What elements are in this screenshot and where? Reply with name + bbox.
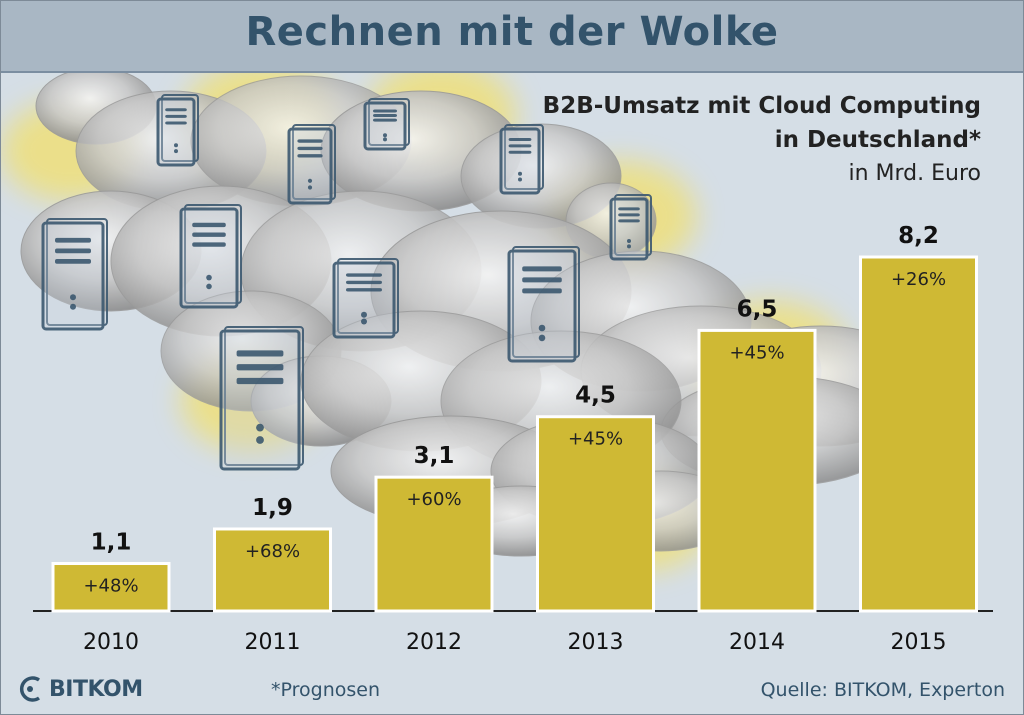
value-label-2010: 1,1 [91, 530, 132, 556]
x-tick-label-2010: 2010 [83, 630, 139, 655]
bar-2011 [213, 527, 332, 613]
server-icon [287, 124, 336, 205]
bitkom-logo: BITKOM [15, 673, 143, 705]
bitkom-logo-icon [19, 676, 41, 702]
x-tick-label-2011: 2011 [245, 630, 301, 655]
server-icon [219, 326, 304, 471]
x-tick-label-2014: 2014 [729, 630, 785, 655]
server-icon [156, 94, 199, 167]
growth-label-2014: +45% [729, 342, 784, 363]
server-icon [179, 204, 242, 309]
bar-2013 [536, 415, 655, 613]
server-icon [363, 98, 410, 151]
bar-group-2013: 4,5 +45% 2013 [536, 383, 655, 655]
bar-2012 [374, 475, 494, 613]
server-icon [609, 194, 652, 261]
logo-text: BITKOM [49, 676, 143, 702]
bar-group-2015: 8,2 +26% 2015 [859, 223, 978, 655]
bar-2014 [697, 328, 817, 613]
server-icon-group [41, 94, 652, 471]
server-icon [499, 124, 544, 195]
bars: 1,1 +48% 2010 1,9 +68% 2011 3,1 +60% 2012 4,5 +45%… [51, 223, 978, 655]
growth-label-2011: +68% [245, 541, 300, 562]
value-label-2012: 3,1 [414, 443, 455, 469]
chart-unit-label: in Mrd. Euro [848, 161, 981, 186]
bar-group-2011: 1,9 +68% 2011 [213, 495, 332, 655]
chart-title-line-1: B2B-Umsatz mit Cloud Computing [542, 93, 981, 119]
bar-group-2014: 6,5 +45% 2014 [697, 296, 817, 655]
growth-label-2010: +48% [83, 576, 138, 597]
server-icon [507, 246, 580, 363]
growth-label-2015: +26% [891, 269, 946, 290]
page-title: Rechnen mit der Wolke [245, 9, 779, 55]
source-credit: Quelle: BITKOM, Experton [760, 679, 1005, 701]
value-label-2014: 6,5 [737, 296, 778, 322]
x-tick-label-2012: 2012 [406, 630, 462, 655]
server-icon [41, 218, 108, 331]
bar-group-2010: 1,1 +48% 2010 [51, 530, 171, 655]
x-tick-label-2015: 2015 [891, 630, 947, 655]
footnote: *Prognosen [271, 679, 380, 701]
bar-group-2012: 3,1 +60% 2012 [374, 443, 494, 655]
value-label-2013: 4,5 [575, 383, 616, 409]
value-label-2015: 8,2 [898, 223, 939, 249]
growth-label-2013: +45% [568, 429, 623, 450]
bar-2015 [859, 255, 978, 613]
bar-2010 [51, 562, 171, 613]
server-icon [332, 258, 399, 339]
x-tick-label-2013: 2013 [568, 630, 624, 655]
title-bar: Rechnen mit der Wolke [1, 1, 1023, 73]
chart-title-line-2: in Deutschland* [774, 127, 981, 153]
growth-label-2012: +60% [406, 489, 461, 510]
value-label-2011: 1,9 [252, 495, 293, 521]
